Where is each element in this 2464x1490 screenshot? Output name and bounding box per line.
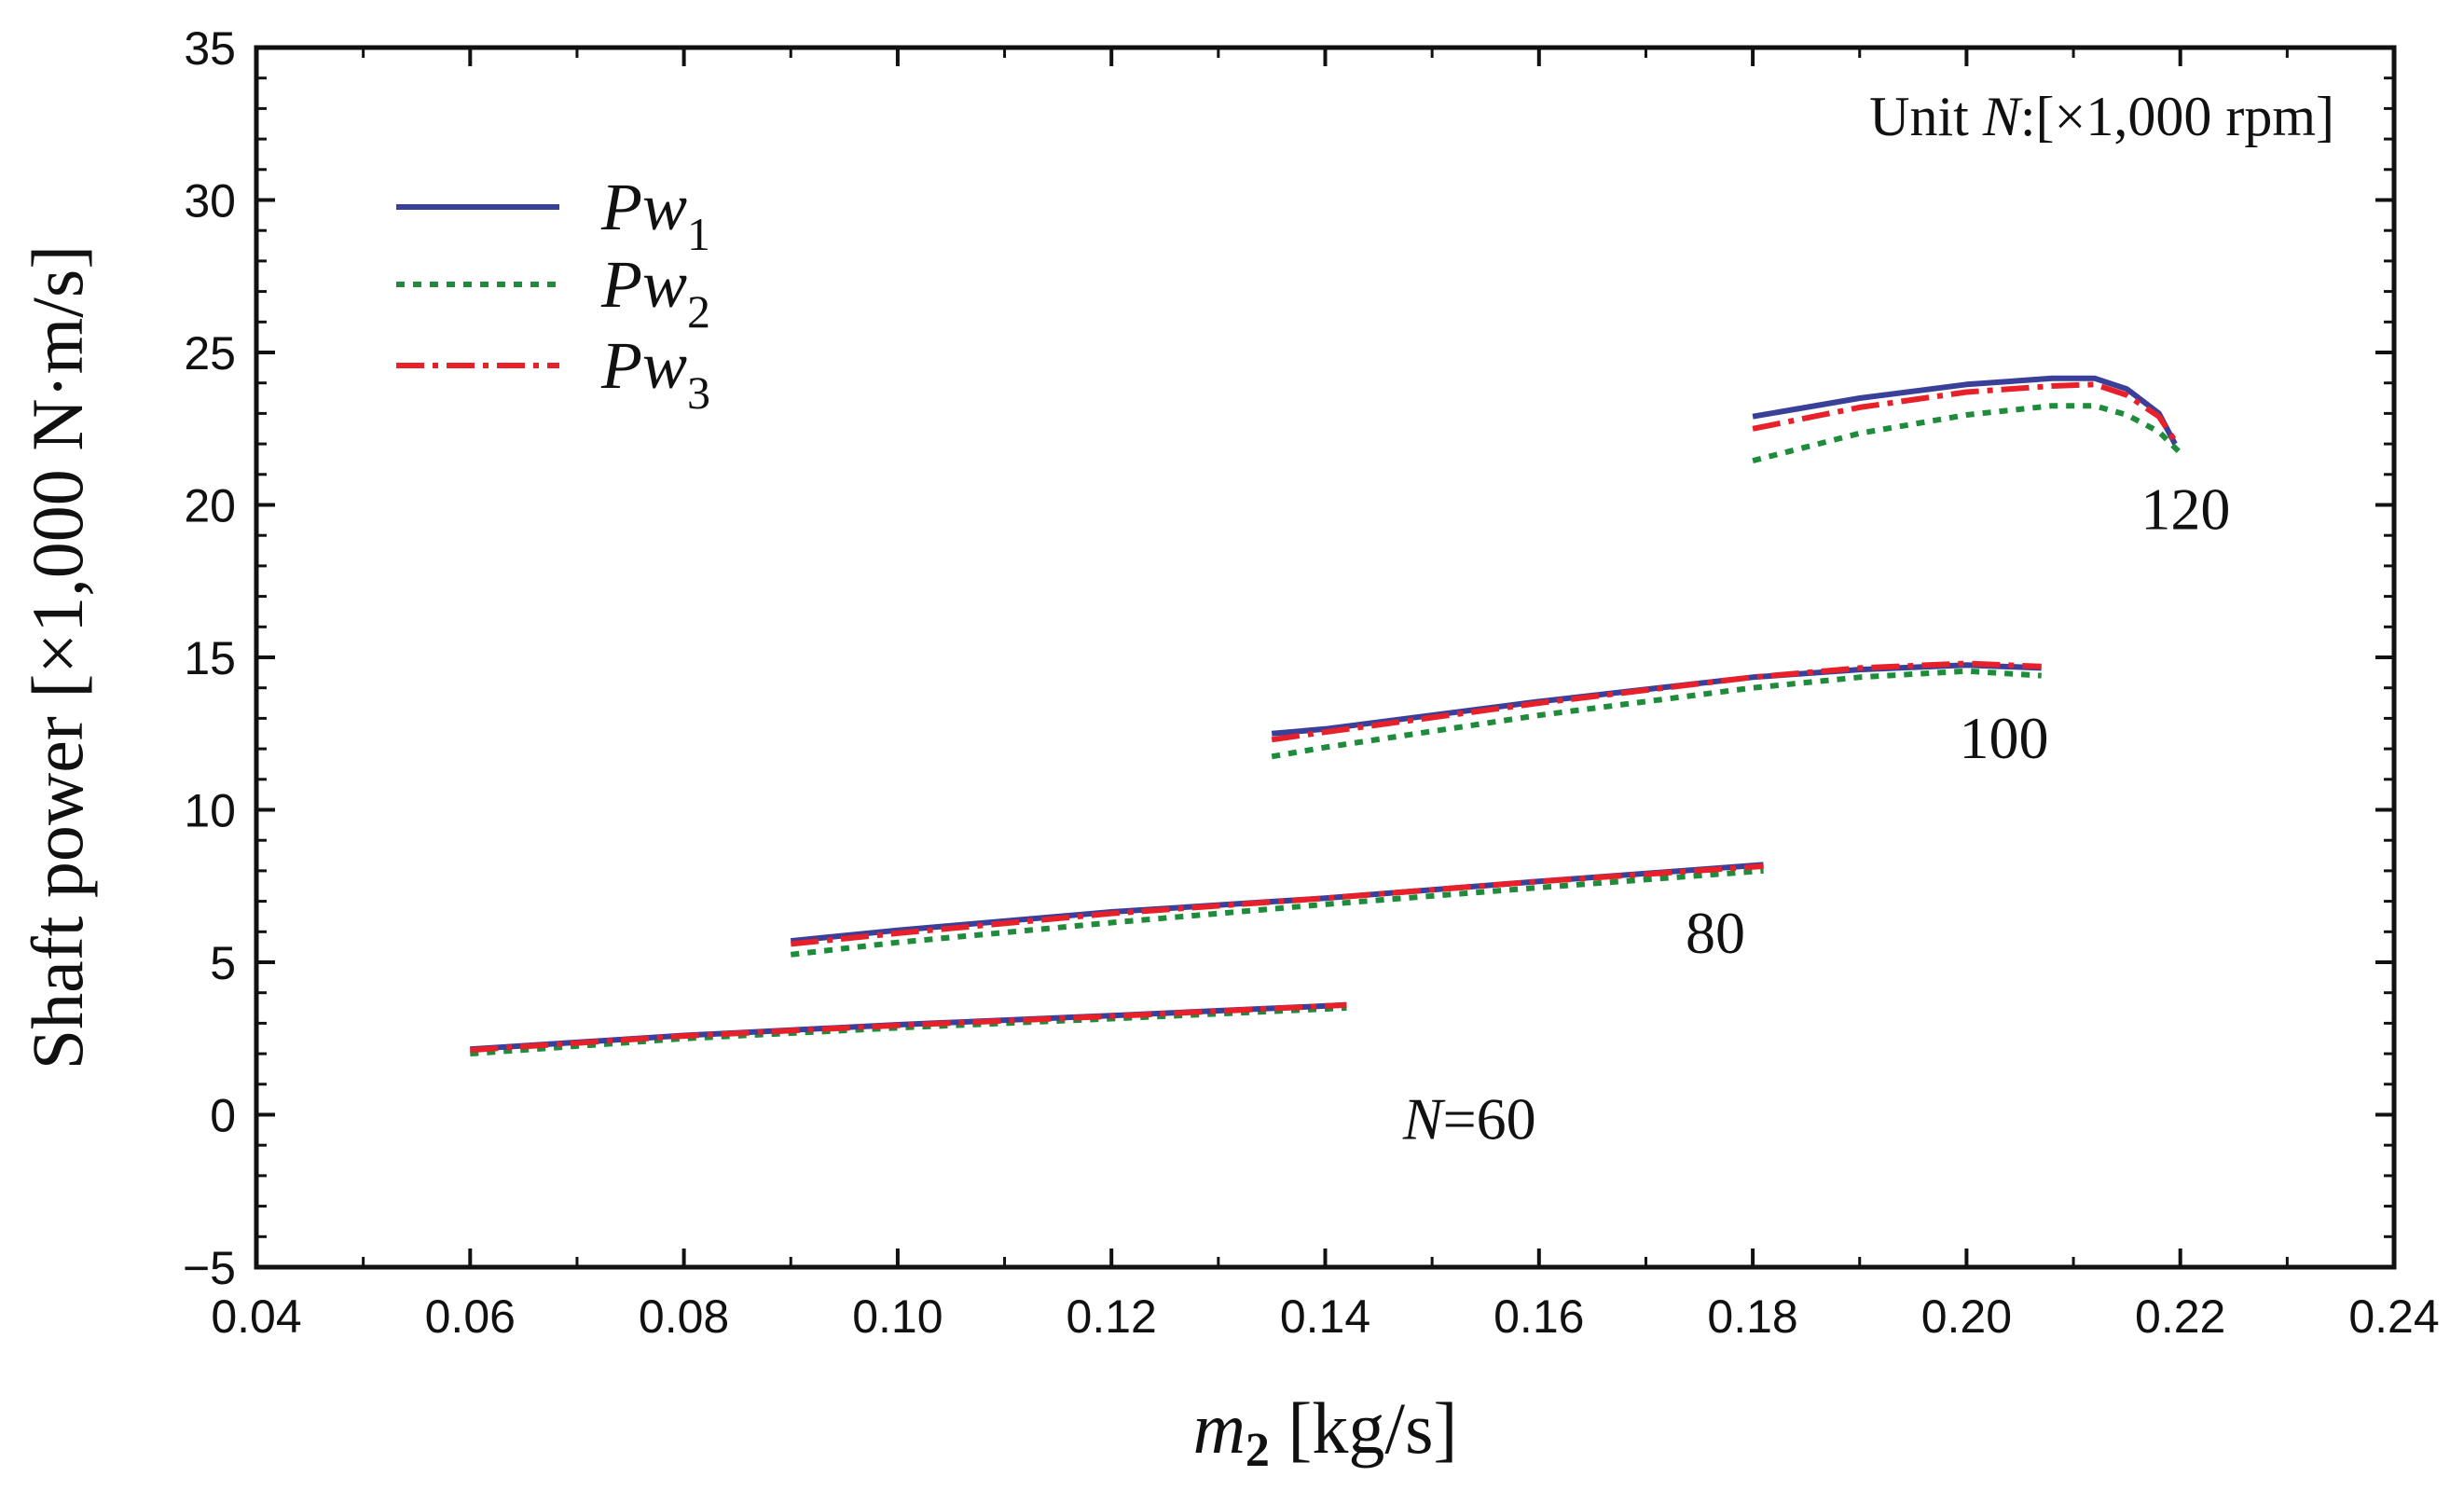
x-tick-label: 0.10 — [852, 1290, 943, 1343]
series-line-pw2-n-80 — [790, 867, 1764, 958]
x-tick-label: 0.22 — [2135, 1290, 2225, 1343]
x-axis-label: m2 [kg/s] — [1193, 1387, 1458, 1477]
y-tick-label: 30 — [184, 175, 236, 228]
x-tick-label: 0.14 — [1280, 1290, 1370, 1343]
speed-label: N=60 — [1402, 1086, 1536, 1152]
series-line-pw2-n-120 — [1752, 403, 2182, 464]
series-line-pw3-n-80 — [791, 863, 1764, 947]
x-tick-label: 0.16 — [1494, 1290, 1584, 1343]
y-tick-label: 0 — [210, 1090, 236, 1142]
y-tick-label: −5 — [183, 1242, 236, 1294]
series-layer — [470, 375, 2182, 1057]
x-tick-label: 0.24 — [2348, 1290, 2439, 1343]
y-tick-label: 5 — [210, 937, 236, 989]
x-tick-label: 0.06 — [425, 1290, 516, 1343]
speed-label: 120 — [2141, 476, 2230, 543]
x-tick-label: 0.20 — [1921, 1290, 2012, 1343]
x-tick-label: 0.18 — [1707, 1290, 1797, 1343]
x-tick-label: 0.04 — [211, 1290, 301, 1343]
y-tick-label: 20 — [184, 480, 236, 532]
x-tick-label: 0.12 — [1067, 1290, 1157, 1343]
x-tick-label: 0.08 — [639, 1290, 729, 1343]
series-line-pw3-n-120 — [1752, 381, 2178, 443]
y-tick-label: 35 — [184, 22, 236, 75]
series-line-pw3-n-60 — [470, 1001, 1347, 1054]
y-axis-label: Shaft power [×1,000 N·m/s] — [17, 245, 98, 1070]
y-tick-label: 10 — [184, 785, 236, 837]
series-line-pw3-n-100 — [1271, 660, 2042, 743]
axis-labels: Shaft power [×1,000 N·m/s] m2 [kg/s] — [17, 245, 1457, 1477]
y-tick-label: 15 — [184, 632, 236, 684]
y-tick-label: 25 — [184, 327, 236, 379]
tick-labels: 0.04 0.06 0.08 0.10 0.12 0.14 0.16 0.18 0.20 0.22… — [183, 22, 2440, 1343]
plot-frame — [254, 45, 2397, 1270]
annotations: Unit N:[×1,000 rpm] 120 100 80 N=60 — [1402, 86, 2334, 1152]
series-line-pw1-n-100 — [1271, 662, 2042, 737]
series-line-pw1-n-120 — [1752, 375, 2178, 446]
speed-label: 80 — [1686, 900, 1745, 966]
series-line-pw2-n-100 — [1271, 668, 2042, 760]
speed-label: 100 — [1960, 705, 2049, 771]
unit-note: Unit N:[×1,000 rpm] — [1869, 86, 2334, 147]
